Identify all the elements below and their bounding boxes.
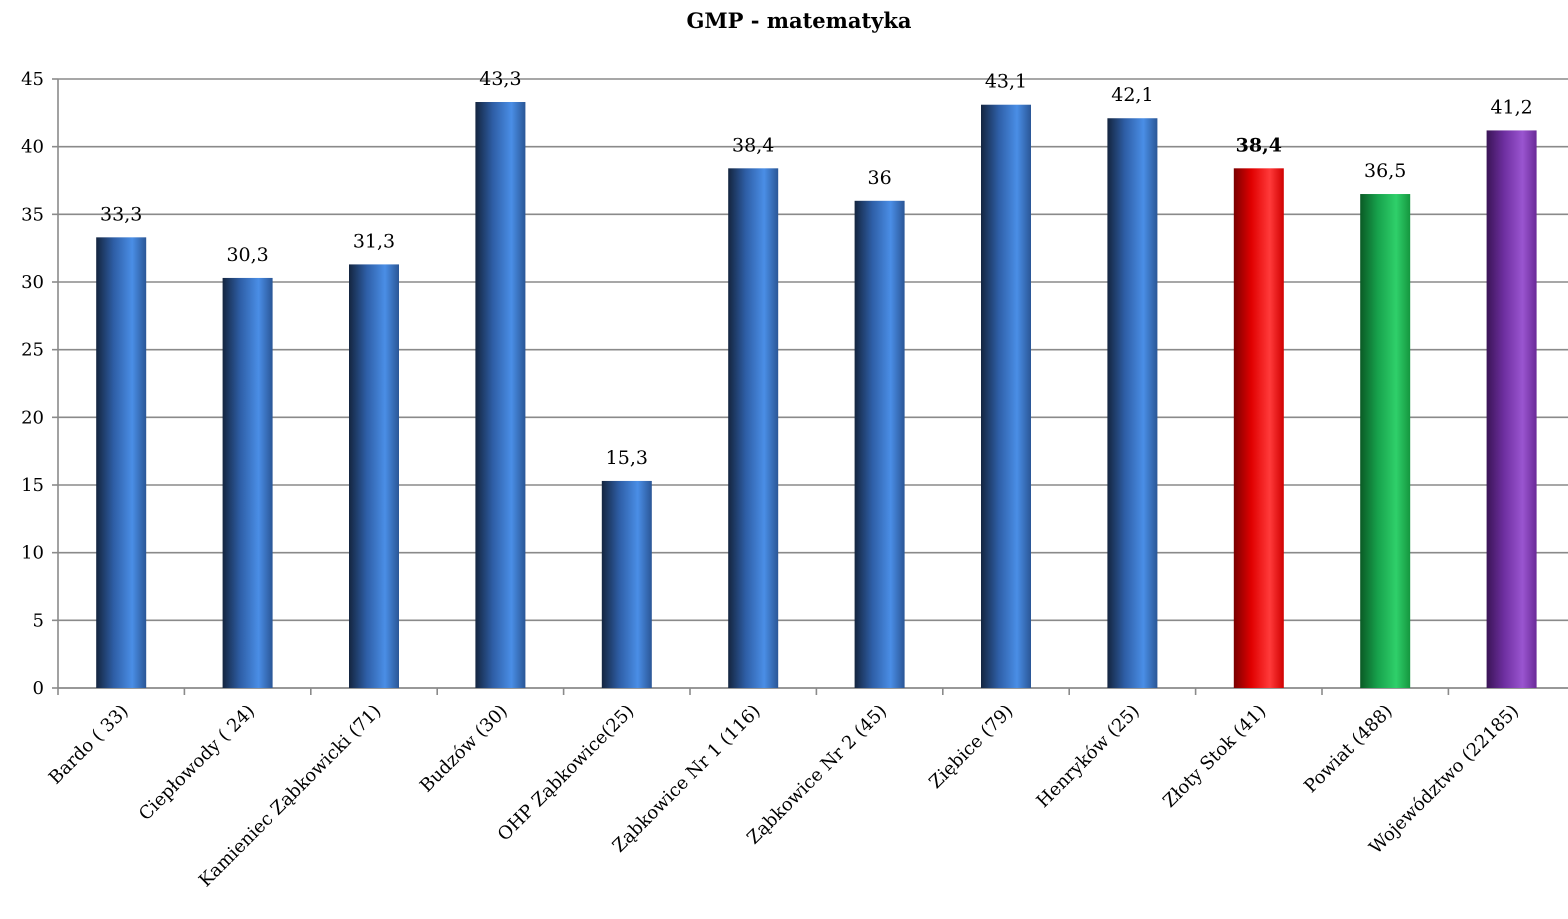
y-tick-label: 45: [21, 69, 44, 90]
category-label: Złoty Stok (41): [1159, 701, 1270, 812]
data-label: 43,3: [479, 68, 521, 90]
bar-6: [728, 168, 779, 688]
bar-3: [349, 264, 399, 688]
y-tick-label: 40: [21, 137, 44, 158]
data-label: 33,3: [100, 203, 142, 225]
bar-1: [96, 237, 147, 688]
data-label: 36: [868, 167, 892, 189]
y-tick-label: 15: [21, 475, 44, 496]
y-tick-label: 25: [21, 340, 44, 361]
y-tick-label: 30: [21, 272, 44, 293]
category-label: Henryków (25): [1033, 701, 1144, 812]
bar-5: [601, 480, 652, 688]
category-label: Bardo ( 33): [45, 701, 133, 789]
bar-4: [475, 102, 526, 689]
bar-8: [981, 104, 1031, 689]
data-label: 30,3: [226, 244, 268, 266]
bar-9: [1107, 118, 1158, 689]
data-label: 36,5: [1364, 160, 1406, 182]
y-tick-label: 5: [33, 610, 44, 631]
category-label: OHP Ząbkowice(25): [494, 701, 639, 846]
bar-10: [1233, 168, 1284, 688]
data-label: 38,4: [732, 134, 774, 156]
data-label: 38,4: [1236, 134, 1282, 156]
data-label: 41,2: [1490, 96, 1532, 118]
category-label: Budzów (30): [416, 701, 512, 797]
y-tick-label: 10: [21, 543, 44, 564]
y-tick-label: 35: [21, 204, 44, 225]
category-label: Województwo (22185): [1365, 701, 1523, 859]
category-label: Powiat (488): [1300, 701, 1397, 798]
bar-7: [854, 200, 905, 689]
bar-12: [1486, 130, 1537, 689]
category-label: Ziębice (79): [925, 701, 1017, 793]
chart-title: GMP - matematyka: [686, 8, 912, 33]
data-label: 31,3: [353, 230, 395, 252]
y-tick-label: 20: [21, 407, 44, 428]
data-label: 15,3: [606, 447, 648, 469]
category-label: Ciepłowody ( 24): [135, 701, 259, 825]
data-label: 43,1: [985, 71, 1027, 93]
category-label: Ząbkowice Nr 1 (116): [609, 701, 765, 857]
data-label: 42,1: [1111, 84, 1153, 106]
bar-11: [1360, 194, 1411, 689]
category-label: Ząbkowice Nr 2 (45): [743, 701, 891, 849]
bar-2: [222, 277, 273, 688]
y-tick-label: 0: [33, 678, 44, 699]
